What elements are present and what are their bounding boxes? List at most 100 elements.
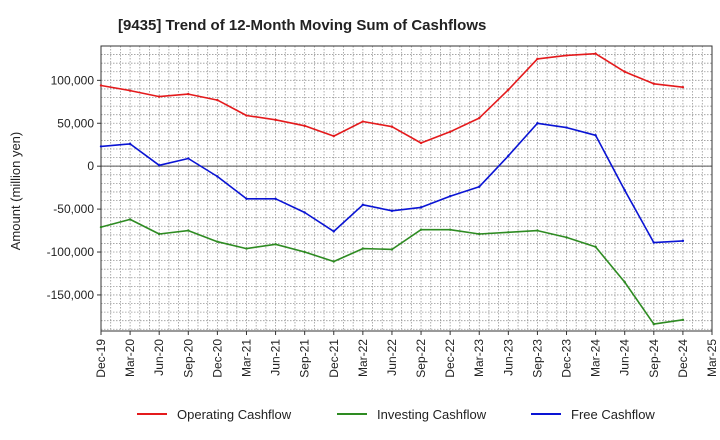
data-point-investing-cashflow <box>99 225 103 229</box>
data-point-free-cashflow <box>216 175 219 178</box>
data-point-free-cashflow <box>507 154 510 158</box>
data-point-operating-cashflow <box>681 86 685 89</box>
data-point-operating-cashflow <box>594 52 597 55</box>
y-tick-label: -150,000 <box>47 288 95 302</box>
x-tick-label: Dec-19 <box>94 339 108 378</box>
grid <box>101 45 712 331</box>
x-tick-label: Sep-24 <box>647 339 661 378</box>
legend-item-free-cashflow: Free Cashflow <box>531 407 655 422</box>
data-point-free-cashflow <box>448 195 452 198</box>
data-point-free-cashflow <box>274 197 277 201</box>
data-point-operating-cashflow <box>390 125 394 128</box>
data-point-free-cashflow <box>681 239 685 243</box>
data-point-investing-cashflow <box>565 236 568 239</box>
data-point-operating-cashflow <box>448 130 452 134</box>
data-point-investing-cashflow <box>390 248 394 251</box>
x-tick-label: Mar-22 <box>356 339 370 377</box>
data-point-free-cashflow <box>594 134 597 137</box>
legend-item-investing-cashflow: Investing Cashflow <box>337 407 487 422</box>
x-tick-label: Jun-24 <box>618 339 632 376</box>
data-point-investing-cashflow <box>594 245 597 249</box>
data-point-free-cashflow <box>332 230 335 233</box>
data-point-free-cashflow <box>478 185 481 188</box>
x-tick-label: Jun-20 <box>152 339 166 376</box>
data-point-free-cashflow <box>565 126 568 129</box>
data-point-investing-cashflow <box>128 218 132 221</box>
data-point-operating-cashflow <box>245 114 248 117</box>
data-point-investing-cashflow <box>274 243 277 246</box>
x-tick-label: Jun-22 <box>385 339 399 376</box>
data-point-investing-cashflow <box>303 250 306 254</box>
data-point-investing-cashflow <box>216 240 219 243</box>
legend: Operating Cashflow Investing Cashflow Free… <box>137 407 655 422</box>
data-point-free-cashflow <box>303 211 306 214</box>
data-point-investing-cashflow <box>507 231 510 234</box>
series-layer <box>99 52 685 326</box>
data-point-operating-cashflow <box>536 57 539 61</box>
data-point-free-cashflow <box>652 241 656 244</box>
data-point-operating-cashflow <box>507 88 510 91</box>
x-tick-label: Mar-24 <box>589 339 603 377</box>
data-point-operating-cashflow <box>303 124 306 128</box>
y-axis: 100,000 50,000 0 -50,000 -100,000 -150,000 <box>47 73 101 302</box>
data-point-free-cashflow <box>390 209 394 213</box>
data-point-investing-cashflow <box>332 260 335 263</box>
data-point-operating-cashflow <box>623 70 626 73</box>
data-point-operating-cashflow <box>157 95 161 98</box>
data-point-investing-cashflow <box>448 228 452 231</box>
x-tick-label: Sep-21 <box>298 339 312 378</box>
data-point-investing-cashflow <box>157 232 161 236</box>
x-tick-label: Dec-23 <box>560 339 574 378</box>
y-axis-label: Amount (million yen) <box>8 132 23 251</box>
data-point-operating-cashflow <box>652 82 656 85</box>
data-point-free-cashflow <box>361 203 365 207</box>
y-tick-label: 100,000 <box>51 73 95 87</box>
data-point-free-cashflow <box>245 197 248 201</box>
data-point-investing-cashflow <box>652 322 656 326</box>
data-point-operating-cashflow <box>419 141 423 145</box>
data-point-free-cashflow <box>99 145 103 148</box>
data-point-free-cashflow <box>187 157 190 160</box>
y-tick-label: -50,000 <box>53 202 94 216</box>
data-point-investing-cashflow <box>361 247 365 250</box>
data-point-investing-cashflow <box>187 229 190 232</box>
data-point-investing-cashflow <box>245 247 248 250</box>
x-tick-label: Jun-21 <box>269 339 283 376</box>
data-point-free-cashflow <box>128 142 132 146</box>
x-tick-label: Mar-21 <box>239 339 253 377</box>
x-tick-label: Mar-23 <box>472 339 486 377</box>
y-tick-label: 0 <box>87 159 94 173</box>
x-axis: Dec-19 Mar-20 Jun-20 Sep-20 Dec-20 Mar-21 Jun-… <box>94 331 719 378</box>
data-point-operating-cashflow <box>128 89 132 92</box>
plot-frame <box>100 45 713 332</box>
legend-item-operating-cashflow: Operating Cashflow <box>137 407 292 422</box>
data-point-free-cashflow <box>623 189 626 192</box>
data-point-investing-cashflow <box>478 232 481 236</box>
x-tick-label: Dec-24 <box>676 339 690 378</box>
y-tick-label: -100,000 <box>47 245 95 259</box>
data-point-operating-cashflow <box>361 120 365 123</box>
data-point-operating-cashflow <box>187 92 190 96</box>
data-point-investing-cashflow <box>536 229 539 232</box>
data-point-operating-cashflow <box>216 98 219 102</box>
data-point-operating-cashflow <box>274 118 277 122</box>
x-tick-label: Sep-23 <box>530 339 544 378</box>
data-point-operating-cashflow <box>99 84 103 87</box>
data-point-operating-cashflow <box>478 116 481 120</box>
data-point-operating-cashflow <box>332 134 335 138</box>
x-tick-label: Dec-22 <box>443 339 457 378</box>
data-point-investing-cashflow <box>623 280 626 284</box>
legend-label: Investing Cashflow <box>377 407 487 422</box>
legend-label: Operating Cashflow <box>177 407 292 422</box>
x-tick-label: Jun-23 <box>501 339 515 376</box>
data-point-free-cashflow <box>157 164 161 167</box>
data-point-operating-cashflow <box>565 54 568 57</box>
x-tick-label: Sep-22 <box>414 339 428 378</box>
data-point-free-cashflow <box>536 122 539 125</box>
data-point-investing-cashflow <box>419 228 423 231</box>
x-tick-label: Dec-21 <box>327 339 341 378</box>
y-tick-label: 50,000 <box>57 116 94 130</box>
data-point-free-cashflow <box>419 206 423 209</box>
x-tick-label: Mar-25 <box>705 339 719 377</box>
